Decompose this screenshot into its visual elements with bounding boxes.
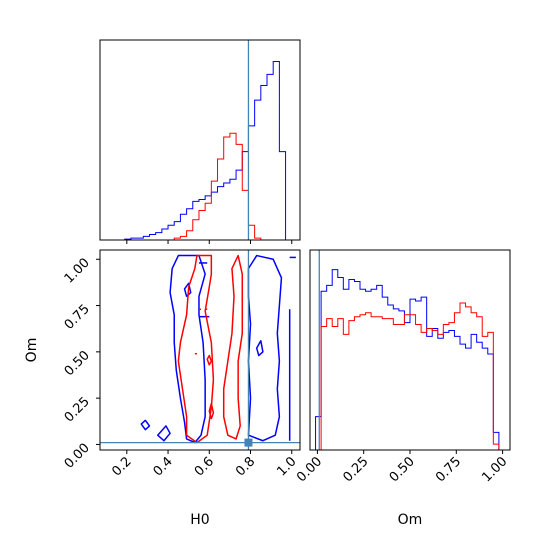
h0-histogram-blue-step — [100, 61, 292, 241]
om-histogram-x-tick-label: 0.25 — [340, 454, 371, 485]
contour-y-tick-label: 0.50 — [62, 348, 93, 379]
truth-marker — [244, 438, 253, 447]
om-histogram-red-step — [310, 302, 505, 451]
h0-histogram-blue-series — [100, 61, 292, 241]
contour-y-tick-label: 0.25 — [62, 394, 93, 425]
contour-x-tick-label: 0.6 — [192, 454, 217, 479]
om-histogram-x-ticks: 0.00 0.25 0.50 0.75 1.00 — [294, 450, 510, 485]
contour-x-tick-label: 0.2 — [109, 454, 134, 479]
h0-histogram-red-series — [100, 132, 292, 241]
h0-histogram-panel — [99, 39, 301, 244]
contour-frame — [99, 249, 301, 451]
h0-histogram-red-step — [100, 132, 292, 241]
om-histogram-x-tick-label: 0.00 — [294, 454, 325, 485]
x-axis-label-h0: H0 — [190, 512, 209, 528]
om-histogram-x-tick-label: 1.00 — [479, 454, 510, 485]
om-histogram-frame — [309, 249, 511, 451]
contour-blue-level — [156, 425, 171, 442]
contour-blue-level — [255, 339, 264, 357]
contour-red-level — [206, 354, 213, 366]
contour-y-tick-label: 1.00 — [62, 255, 93, 286]
contour-blue-level — [247, 254, 283, 442]
x-axis-label-om: Om — [398, 512, 423, 528]
h0-om-contour-panel: 0.2 0.4 0.6 0.8 1.0 0.000.250.500.751.00 — [62, 249, 301, 479]
contour-blue-series — [140, 254, 296, 444]
contour-red-level — [177, 254, 215, 444]
contour-x-tick-label: 0.8 — [233, 454, 258, 479]
contour-y-tick-label: 0.75 — [62, 302, 93, 333]
contour-red-level — [222, 254, 244, 440]
contour-blue-level — [169, 254, 206, 444]
h0-histogram-frame — [99, 39, 301, 241]
contour-y-tick-label: 0.00 — [62, 441, 93, 472]
contour-x-ticks: 0.2 0.4 0.6 0.8 1.0 — [109, 450, 300, 479]
contour-y-ticks: 0.00 0.25 0.50 0.75 1.00 — [62, 255, 100, 472]
om-histogram-blue-step — [310, 269, 505, 451]
y-axis-label-om: Om — [24, 338, 40, 363]
om-histogram-blue-series — [310, 269, 505, 451]
h0-histogram-x-ticks — [126, 240, 293, 244]
om-histogram-red-series — [310, 302, 505, 451]
contour-blue-level — [140, 419, 151, 431]
contour-red-level — [208, 402, 215, 420]
om-histogram-x-tick-label: 0.50 — [387, 454, 418, 485]
om-histogram-panel: 0.00 0.25 0.50 0.75 1.00 — [294, 249, 511, 485]
contour-red-series — [177, 254, 244, 444]
om-histogram-x-tick-label: 0.75 — [433, 454, 464, 485]
contour-blue-level — [183, 282, 192, 298]
contour-x-tick-label: 0.4 — [151, 454, 176, 479]
